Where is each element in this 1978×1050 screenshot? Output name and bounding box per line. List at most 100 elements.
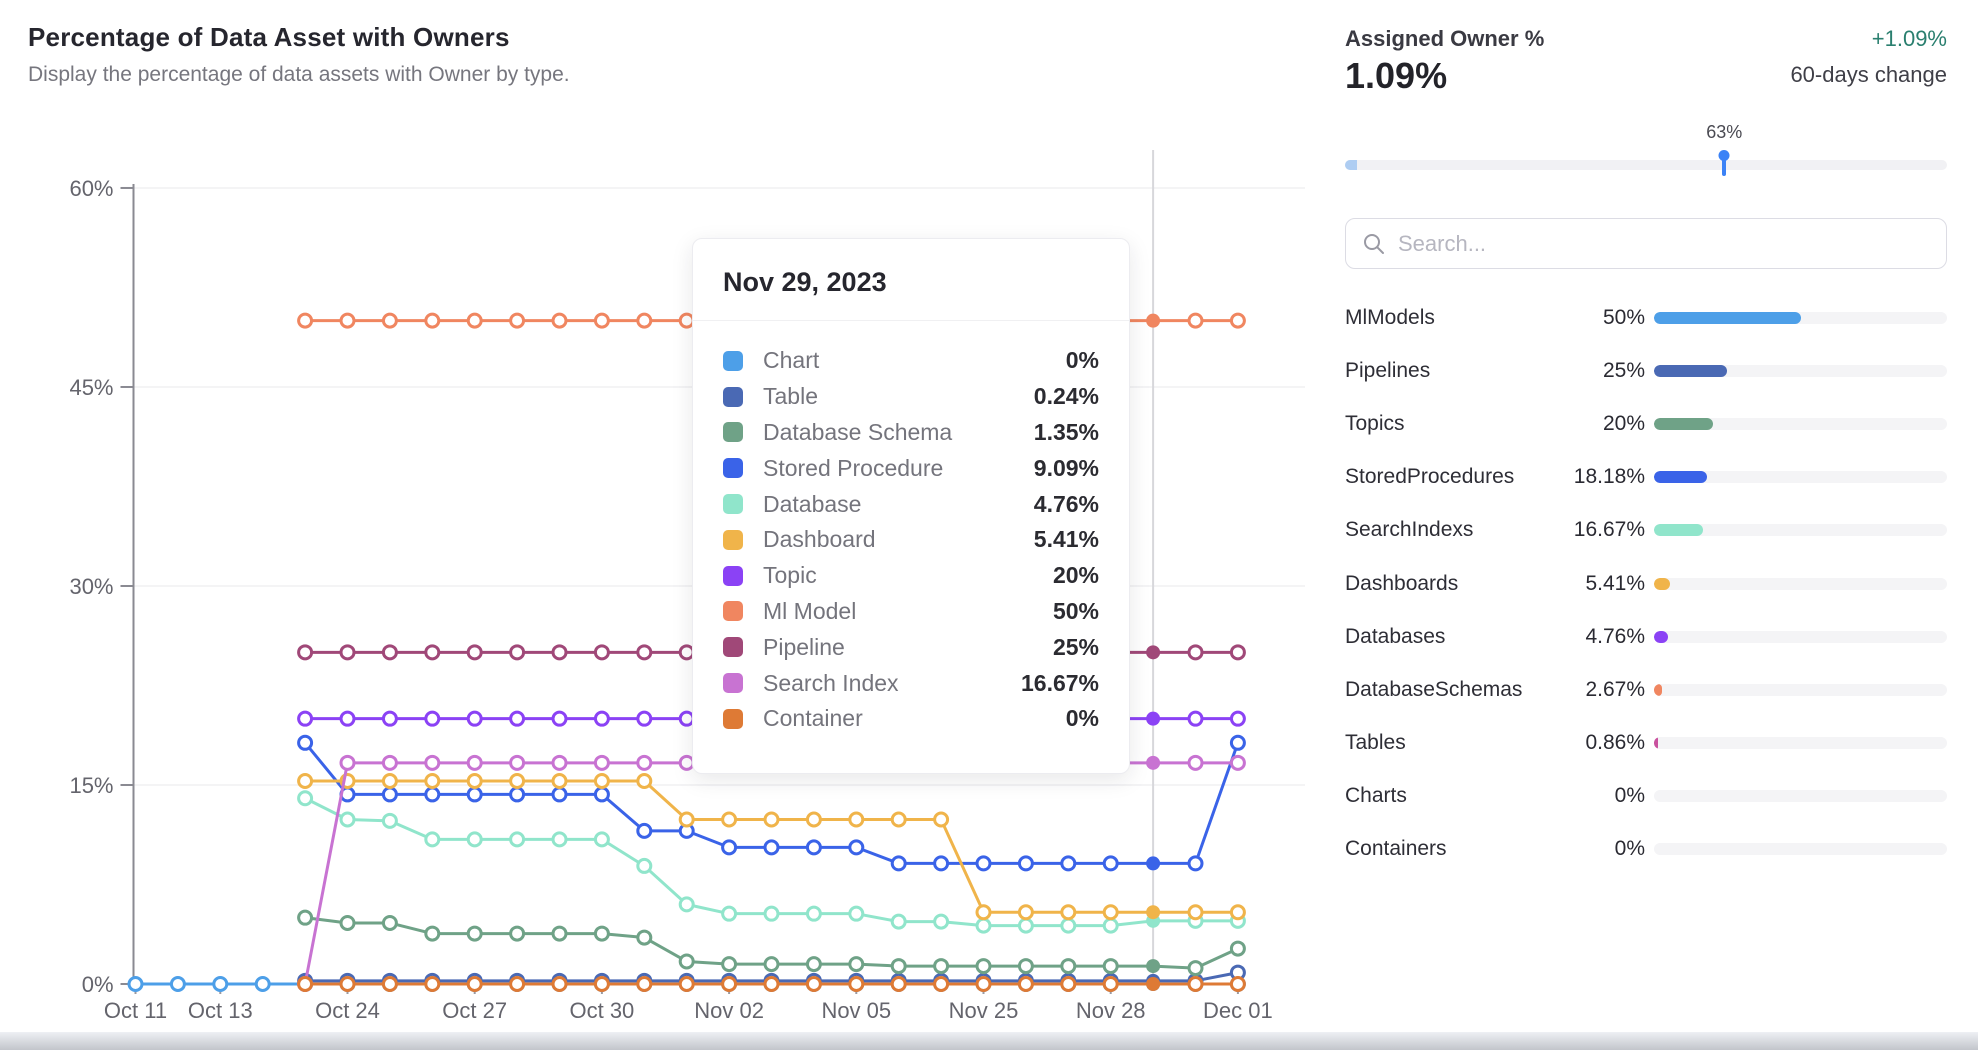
asset-type-row[interactable]: Dashboards 5.41% — [1345, 557, 1947, 610]
data-point — [1060, 917, 1077, 934]
owner-percent-slider[interactable]: 63% — [1345, 118, 1947, 178]
series-value: 16.67% — [1020, 669, 1099, 696]
progress-fill — [1654, 471, 1708, 484]
progress-bar — [1654, 311, 1947, 324]
tooltip-date: Nov 29, 2023 — [723, 267, 887, 297]
series-label: Topic — [763, 562, 817, 589]
data-point — [975, 976, 992, 992]
asset-type-row[interactable]: SearchIndexs 16.67% — [1345, 504, 1947, 557]
svg-text:Oct 27: Oct 27 — [442, 998, 507, 1023]
tooltip-row: Container 0% — [723, 701, 1099, 737]
data-point — [1187, 960, 1204, 977]
asset-type-row[interactable]: Pipelines 25% — [1345, 344, 1947, 397]
series-label: Chart — [763, 347, 820, 374]
asset-type-row[interactable]: Databases 4.76% — [1345, 610, 1947, 663]
slider-track[interactable] — [1345, 160, 1947, 170]
series-value: 0.24% — [1033, 383, 1099, 410]
search-input[interactable] — [1398, 230, 1930, 257]
highlight-point — [1146, 313, 1161, 328]
series-label: Table — [763, 383, 818, 410]
series-dashboard — [297, 773, 1246, 921]
series-swatch — [723, 386, 743, 407]
asset-type-row[interactable]: DatabaseSchemas 2.67% — [1345, 663, 1947, 716]
data-point — [424, 786, 441, 803]
data-point — [848, 905, 865, 922]
asset-type-value: 20% — [1602, 411, 1645, 435]
data-point — [339, 710, 356, 727]
data-point — [254, 976, 271, 992]
asset-type-label: Dashboards — [1345, 571, 1459, 595]
data-point — [339, 312, 356, 329]
asset-type-row[interactable]: Tables 0.86% — [1345, 717, 1947, 770]
highlight-point — [1146, 959, 1161, 974]
asset-type-list: MlModels 50% Pipelines 25% Topics 20% StoredPr… — [1345, 291, 1947, 876]
data-point — [1229, 710, 1246, 727]
data-point — [933, 811, 950, 828]
data-point — [848, 956, 865, 973]
series-stored-procedure — [297, 734, 1246, 872]
series-value: 0% — [1065, 705, 1099, 732]
series-value: 25% — [1052, 633, 1099, 660]
data-point — [593, 976, 610, 992]
page-title: Percentage of Data Asset with Owners — [28, 22, 510, 52]
series-value: 5.41% — [1033, 526, 1099, 553]
data-point — [509, 312, 526, 329]
progress-fill — [1654, 683, 1662, 696]
data-point — [636, 822, 653, 839]
data-point — [509, 976, 526, 992]
data-point — [127, 976, 144, 992]
tooltip-rows: Chart 0% Table 0.24% Database Schema 1.35% Sto… — [693, 321, 1129, 737]
svg-text:30%: 30% — [69, 574, 113, 599]
asset-type-label: Charts — [1345, 784, 1407, 808]
svg-text:Oct 30: Oct 30 — [569, 998, 634, 1023]
tooltip-divider — [693, 320, 1129, 321]
asset-type-row[interactable]: Topics 20% — [1345, 397, 1947, 450]
data-point — [466, 925, 483, 942]
data-point — [721, 811, 738, 828]
data-point — [805, 976, 822, 992]
asset-type-label: MlModels — [1345, 305, 1435, 329]
data-point — [1229, 312, 1246, 329]
asset-type-label: Containers — [1345, 837, 1447, 861]
line-chart[interactable]: 0% 15% 30% 45% 60% Oct 11 Oct 13 Oct 24 Oct 27 Oc… — [0, 0, 1340, 1050]
data-point — [297, 790, 314, 807]
asset-type-row[interactable]: Containers 0% — [1345, 823, 1947, 876]
asset-type-row[interactable]: StoredProcedures 18.18% — [1345, 451, 1947, 504]
highlight-point — [1146, 856, 1161, 871]
data-point — [509, 754, 526, 771]
data-point — [509, 831, 526, 848]
series-swatch — [723, 565, 743, 586]
tooltip-row: Table 0.24% — [723, 379, 1099, 415]
svg-text:Nov 28: Nov 28 — [1076, 998, 1146, 1023]
data-point — [593, 312, 610, 329]
data-point — [1229, 976, 1246, 992]
data-point — [593, 786, 610, 803]
data-point — [975, 855, 992, 872]
asset-type-row[interactable]: Charts 0% — [1345, 770, 1947, 823]
slider-marker[interactable] — [1722, 154, 1727, 176]
data-point — [1102, 917, 1119, 934]
data-point — [1017, 976, 1034, 992]
data-point — [805, 811, 822, 828]
bottom-edge — [0, 1032, 1978, 1050]
progress-bar — [1654, 524, 1947, 537]
svg-text:Nov 25: Nov 25 — [949, 998, 1019, 1023]
data-point — [636, 976, 653, 992]
svg-text:Nov 05: Nov 05 — [821, 998, 891, 1023]
progress-bar — [1654, 417, 1947, 430]
tooltip-row: Pipeline 25% — [723, 629, 1099, 665]
data-point — [636, 710, 653, 727]
asset-type-label: DatabaseSchemas — [1345, 677, 1523, 701]
asset-type-row[interactable]: MlModels 50% — [1345, 291, 1947, 344]
series-value: 20% — [1052, 562, 1099, 589]
data-point — [381, 976, 398, 992]
search-box[interactable] — [1345, 218, 1947, 269]
data-point — [636, 312, 653, 329]
svg-text:Dec 01: Dec 01 — [1203, 998, 1273, 1023]
asset-type-label: SearchIndexs — [1345, 518, 1474, 542]
svg-text:Oct 13: Oct 13 — [188, 998, 253, 1023]
series-swatch — [723, 458, 743, 479]
chart-header: Percentage of Data Asset with Owners Dis… — [28, 22, 570, 87]
progress-fill — [1654, 577, 1670, 590]
asset-type-label: Topics — [1345, 411, 1405, 435]
